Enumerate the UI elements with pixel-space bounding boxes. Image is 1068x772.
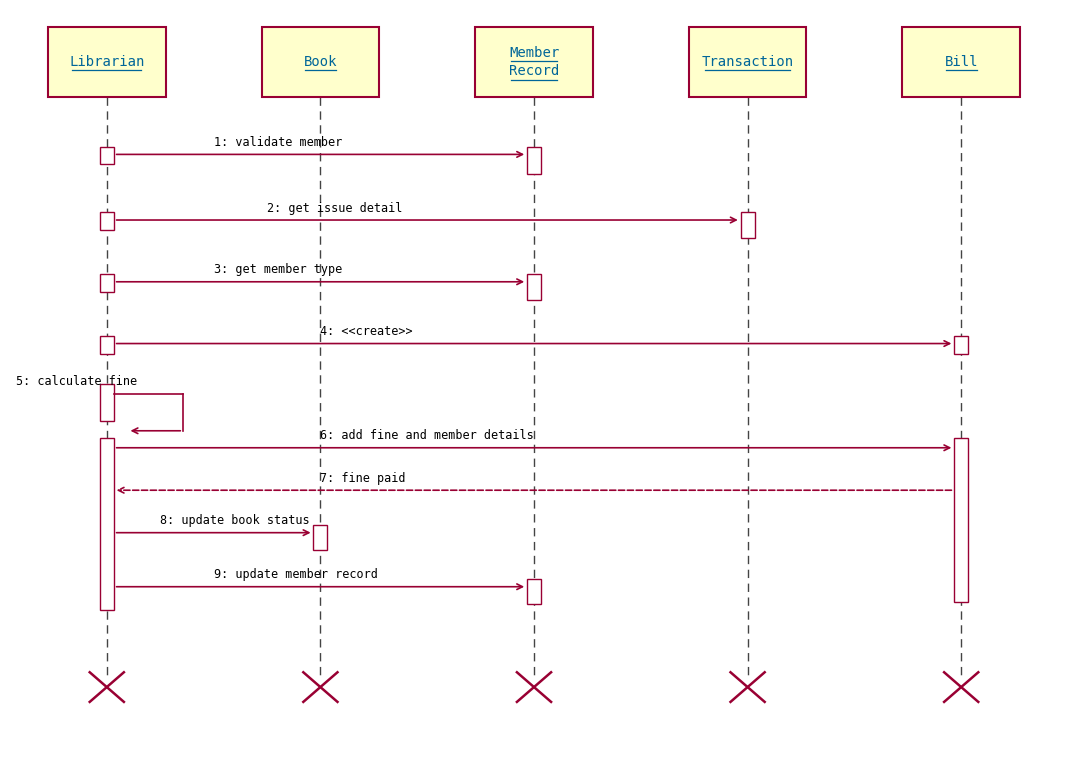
- FancyBboxPatch shape: [100, 274, 113, 292]
- Text: 3: get member type: 3: get member type: [214, 263, 342, 276]
- Text: Transaction: Transaction: [702, 55, 794, 69]
- FancyBboxPatch shape: [314, 525, 327, 550]
- FancyBboxPatch shape: [48, 27, 166, 96]
- FancyBboxPatch shape: [100, 212, 113, 230]
- Text: 6: add fine and member details: 6: add fine and member details: [320, 429, 534, 442]
- FancyBboxPatch shape: [902, 27, 1020, 96]
- Text: 5: calculate fine: 5: calculate fine: [16, 375, 137, 388]
- FancyBboxPatch shape: [100, 147, 113, 164]
- Text: 2: get issue detail: 2: get issue detail: [267, 201, 403, 215]
- FancyBboxPatch shape: [475, 27, 593, 96]
- Text: 8: update book status: 8: update book status: [160, 514, 310, 527]
- Text: Librarian: Librarian: [69, 55, 144, 69]
- Text: Book: Book: [303, 55, 337, 69]
- FancyBboxPatch shape: [528, 274, 540, 300]
- FancyBboxPatch shape: [689, 27, 806, 96]
- Text: 4: <<create>>: 4: <<create>>: [320, 325, 413, 338]
- FancyBboxPatch shape: [955, 336, 969, 354]
- FancyBboxPatch shape: [741, 212, 754, 238]
- Text: Member
Record: Member Record: [508, 46, 560, 78]
- FancyBboxPatch shape: [528, 579, 540, 604]
- FancyBboxPatch shape: [528, 147, 540, 174]
- FancyBboxPatch shape: [262, 27, 379, 96]
- Text: 7: fine paid: 7: fine paid: [320, 472, 406, 485]
- Text: 1: validate member: 1: validate member: [214, 136, 342, 149]
- Text: Bill: Bill: [944, 55, 978, 69]
- FancyBboxPatch shape: [100, 336, 113, 354]
- FancyBboxPatch shape: [100, 438, 113, 610]
- Text: 9: update member record: 9: update member record: [214, 568, 377, 581]
- FancyBboxPatch shape: [100, 384, 113, 421]
- FancyBboxPatch shape: [955, 438, 969, 602]
